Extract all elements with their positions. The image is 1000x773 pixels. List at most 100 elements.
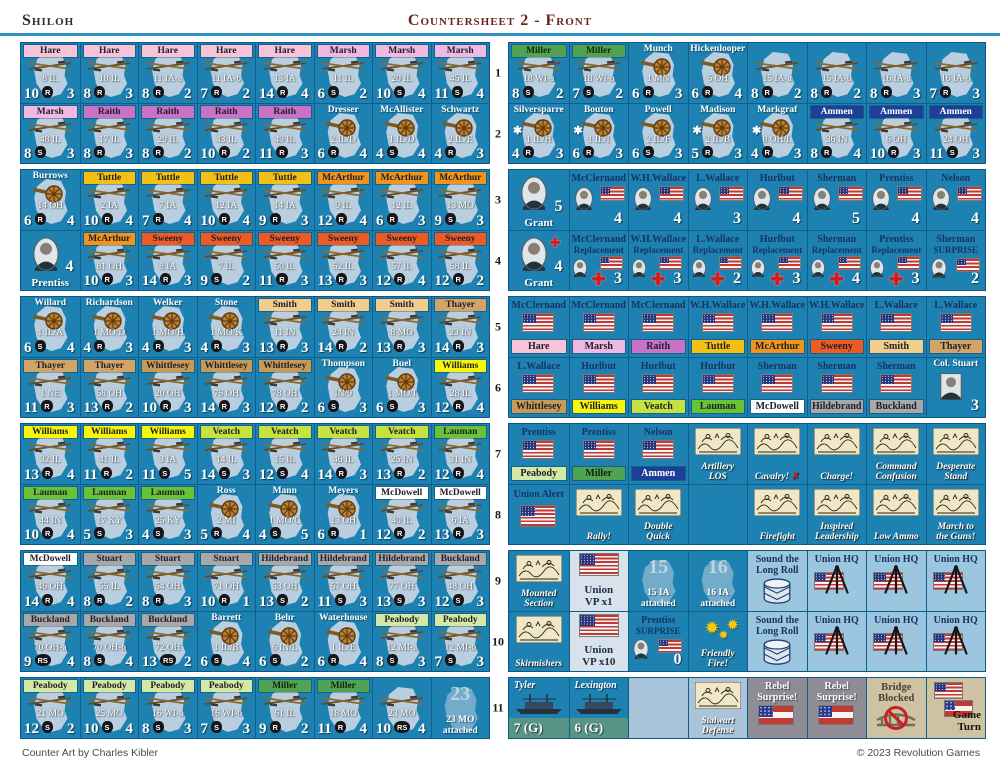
- counter-skirmishers-event[interactable]: Skirmishers: [509, 612, 569, 671]
- counter-marsh-11-il[interactable]: Marsh 11 IL 6 S 2: [315, 43, 373, 103]
- counter-buckland-dbf[interactable]: Sherman Buckland: [867, 358, 926, 417]
- counter-union-vp-x1[interactable]: Union VP x1: [570, 551, 629, 611]
- counter-low-ammo-event[interactable]: Low Ammo: [867, 485, 926, 544]
- counter-16-ia-a[interactable]: 16 IA-a 8 R 3: [867, 43, 926, 103]
- counter-ammen-6-oh[interactable]: Ammen 6 OH 10 R 3: [867, 104, 926, 163]
- counter-raith-17-il[interactable]: Raith 17 IL 8 R 3: [81, 104, 139, 163]
- counter-desperate-stand[interactable]: Desperate Stand: [927, 424, 986, 484]
- counter-sound-the-long-roll[interactable]: Sound the Long Roll: [748, 612, 807, 671]
- counter-hildebrand-dbf[interactable]: Sherman Hildebrand: [808, 358, 867, 417]
- counter-peabody-dbf[interactable]: Prentiss Peabody: [509, 424, 569, 484]
- counter-w-h-wallace-replacement[interactable]: W.H.Wallace Replacement ✚ 3: [629, 231, 688, 290]
- counter-hare-11-ia-a[interactable]: Hare 11 IA-a 8 R 2: [139, 43, 197, 103]
- counter-w-h-wallace-4[interactable]: W.H.Wallace 4: [629, 170, 688, 230]
- counter-willard-1-il-a[interactable]: Willard 1 IL/A 6 S 4: [21, 297, 80, 357]
- counter-williams-28-il[interactable]: Williams 28 IL 12 R 4: [432, 358, 490, 417]
- counter-munch-1-mn[interactable]: Munch 1 MN 6 R 3: [629, 43, 688, 103]
- counter-sound-the-long-roll[interactable]: Sound the Long Roll: [748, 551, 807, 611]
- counter-mcdowell-40-il[interactable]: McDowell 40 IL 12 R 2: [373, 485, 431, 544]
- counter-sweeny-dbf[interactable]: W.H.Wallace Sweeny: [808, 297, 867, 357]
- counter-mcarthur-dbf[interactable]: W.H.Wallace McArthur: [748, 297, 807, 357]
- counter-veatch-dbf[interactable]: Hurlbut Veatch: [629, 358, 688, 417]
- counter-miller-18-mo[interactable]: Miller 18 MO 11 R 4: [315, 678, 373, 738]
- counter-hickenlooper-5-oh[interactable]: Hickenlooper 5 OH 6 R 4: [689, 43, 748, 103]
- counter-smith-24-in[interactable]: Smith 24 IN 14 R 2: [315, 297, 373, 357]
- counter-raith-dbf[interactable]: McClernand Raith: [629, 297, 688, 357]
- counter-powell-2-il-f[interactable]: Powell 2 IL/F 6 S 3: [629, 104, 688, 163]
- counter-tuttle-12-ia[interactable]: Tuttle 12 IA 10 R 4: [198, 170, 256, 230]
- counter-23-mo[interactable]: 23 MO 10 RS 4: [373, 678, 431, 738]
- counter-15-ia[interactable]: 15 15 IA attached: [629, 551, 688, 611]
- counter-veatch-25-in[interactable]: Veatch 25 IN 13 R 2: [373, 424, 431, 484]
- counter-smith-8-mo[interactable]: Smith 8 MO 13 R 3: [373, 297, 431, 357]
- counter-l-wallace-3[interactable]: L.Wallace 3: [689, 170, 748, 230]
- counter-barrett-1-il-b[interactable]: Barrett 1 IL/B 6 S 4: [198, 612, 256, 671]
- counter-double-quick[interactable]: Double Quick: [629, 485, 688, 544]
- counter-mounted-section[interactable]: Mounted Section: [509, 551, 569, 611]
- counter-hildebrand-57-oh[interactable]: Hildebrand 57 OH 11 S 3: [315, 551, 373, 611]
- counter-buckland-48-oh[interactable]: Buckland 48 OH 12 S 3: [432, 551, 490, 611]
- counter-sherman-replacement[interactable]: Sherman Replacement ✚ 4: [808, 231, 867, 290]
- counter-prentiss-4[interactable]: 4 Prentiss: [21, 231, 80, 290]
- counter-sherman-5[interactable]: Sherman 5: [808, 170, 867, 230]
- counter-silversparre-1-il-h[interactable]: Silversparre ✱ 1 IL/H 4 R 3: [509, 104, 569, 163]
- counter-16-ia[interactable]: 16 16 IA attached: [689, 551, 748, 611]
- counter-williams-41-il[interactable]: Williams 41 IL 11 R 2: [81, 424, 139, 484]
- counter-sweeny-58-il[interactable]: Sweeny 58 IL 12 R 2: [432, 231, 490, 290]
- counter-23-mo[interactable]: 23 23 MO attached: [432, 678, 490, 738]
- counter-tuttle-dbf[interactable]: W.H.Wallace Tuttle: [689, 297, 748, 357]
- counter-stone-1-mo-k[interactable]: Stone 1 MO/K 4 R 3: [198, 297, 256, 357]
- counter-raith-29-il[interactable]: Raith 29 IL 8 R 2: [139, 104, 197, 163]
- counter-prentiss-surprise[interactable]: Prentiss SURPRISE 0: [629, 612, 688, 671]
- counter-bridge-blocked[interactable]: Bridge Blocked: [867, 678, 926, 738]
- counter-stuart-55-il[interactable]: Stuart 55 IL 8 R 2: [81, 551, 139, 611]
- counter-mcclernand-replacement[interactable]: McClernand Replacement ✚ 3: [570, 231, 629, 290]
- counter-march-to-the-guns[interactable]: March to the Guns!: [927, 485, 986, 544]
- counter-peabody-25-mo[interactable]: Peabody 25 MO 10 S 4: [81, 678, 139, 738]
- counter-williams-dbf[interactable]: Hurlbut Williams: [570, 358, 629, 417]
- counter-dresser-2-il-d[interactable]: Dresser 2 IL/D 6 R 4: [315, 104, 373, 163]
- counter-stuart-54-oh[interactable]: Stuart 54 OH 8 R 3: [139, 551, 197, 611]
- counter-mcallister-1-il-d[interactable]: McAllister 1 IL/D 4 S 4: [373, 104, 431, 163]
- counter-lauman-31-in[interactable]: Lauman 31 IN 12 R 4: [432, 424, 490, 484]
- counter-union-hq-hq[interactable]: Union HQ: [867, 612, 926, 671]
- counter-artillery-los[interactable]: Artillery LOS: [689, 424, 748, 484]
- counter-peabody-16-wi-b[interactable]: Peabody 16 WI-b 7 S 3: [198, 678, 256, 738]
- counter-hare-dbf[interactable]: McClernand Hare: [509, 297, 569, 357]
- counter-mcdowell-46-oh[interactable]: McDowell 46 OH 14 R 4: [21, 551, 80, 611]
- counter-schwartz-2-il-e[interactable]: Schwartz 2 IL/E 4 R 3: [432, 104, 490, 163]
- counter-buckland-72-oh[interactable]: Buckland 72 OH 13 RS 2: [139, 612, 197, 671]
- counter-miller-61-il[interactable]: Miller 61 IL 9 R 2: [256, 678, 314, 738]
- counter-lauman-dbf[interactable]: Hurlbut Lauman: [689, 358, 748, 417]
- counter-l-wallace-replacement[interactable]: L.Wallace Replacement ✚ 2: [689, 231, 748, 290]
- counter-whittlesey-78-oh[interactable]: Whittlesey 78 OH 12 R 2: [256, 358, 314, 417]
- counter-smith-11-in[interactable]: Smith 11 IN 13 R 3: [256, 297, 314, 357]
- counter-welker-1-mo-h[interactable]: Welker 1 MO/H 4 R 3: [139, 297, 197, 357]
- counter-sweeny-52-il[interactable]: Sweeny 52 IL 13 R 3: [315, 231, 373, 290]
- counter-thayer-1-ne[interactable]: Thayer 1 NE 11 R 3: [21, 358, 80, 417]
- counter-marsh-48-il[interactable]: Marsh 48 IL 8 S 3: [21, 104, 80, 163]
- counter-rebel-surprise[interactable]: Rebel Surprise!: [808, 678, 867, 738]
- counter-tuttle-7-ia[interactable]: Tuttle 7 IA 7 R 4: [139, 170, 197, 230]
- counter-charge-event[interactable]: Charge!: [808, 424, 867, 484]
- counter-thayer-dbf[interactable]: L.Wallace Thayer: [927, 297, 986, 357]
- counter-ammen-dbf[interactable]: Nelson Ammen: [629, 424, 688, 484]
- counter-smith-dbf[interactable]: L.Wallace Smith: [867, 297, 926, 357]
- counter-union-hq-hq[interactable]: Union HQ: [867, 551, 926, 611]
- counter-peabody-12-mi-b[interactable]: Peabody 12 MI-b 7 S 3: [432, 612, 490, 671]
- counter-peabody-16-wi-a[interactable]: Peabody 16 WI-a 8 S 3: [139, 678, 197, 738]
- counter-sherman-surprise[interactable]: Sherman SURPRISE 2: [927, 231, 986, 290]
- counter-hildebrand-77-oh[interactable]: Hildebrand 77 OH 13 S 3: [373, 551, 431, 611]
- counter-ross-2-mi[interactable]: Ross 2 MI 5 R 4: [198, 485, 256, 544]
- counter-marsh-20-il[interactable]: Marsh 20 IL 10 S 4: [373, 43, 431, 103]
- counter-16-ia-b[interactable]: 16 IA-b 7 R 3: [927, 43, 986, 103]
- counter-union-hq-hq[interactable]: Union HQ: [927, 551, 986, 611]
- counter-richardson-1-mo-d[interactable]: Richardson 1 MO/D 4 R 3: [81, 297, 139, 357]
- counter-lauman-44-in[interactable]: Lauman 44 IN 10 R 4: [21, 485, 80, 544]
- counter-sweeny-8-ia[interactable]: Sweeny 8 IA 14 R 3: [139, 231, 197, 290]
- counter-sweeny-50-il[interactable]: Sweeny 50 IL 11 R 3: [256, 231, 314, 290]
- counter-bouton-1-il-i[interactable]: Bouton ✱ 1 IL/I 6 R 3: [570, 104, 629, 163]
- counter-buckland-70-oh-a[interactable]: Buckland 70 OH-a 9 RS 4: [21, 612, 80, 671]
- counter-mcarthur-13-mo[interactable]: McArthur 13 MO 9 S 3: [432, 170, 490, 230]
- counter-ammen-24-oh[interactable]: Ammen 24 OH 11 S 3: [927, 104, 986, 163]
